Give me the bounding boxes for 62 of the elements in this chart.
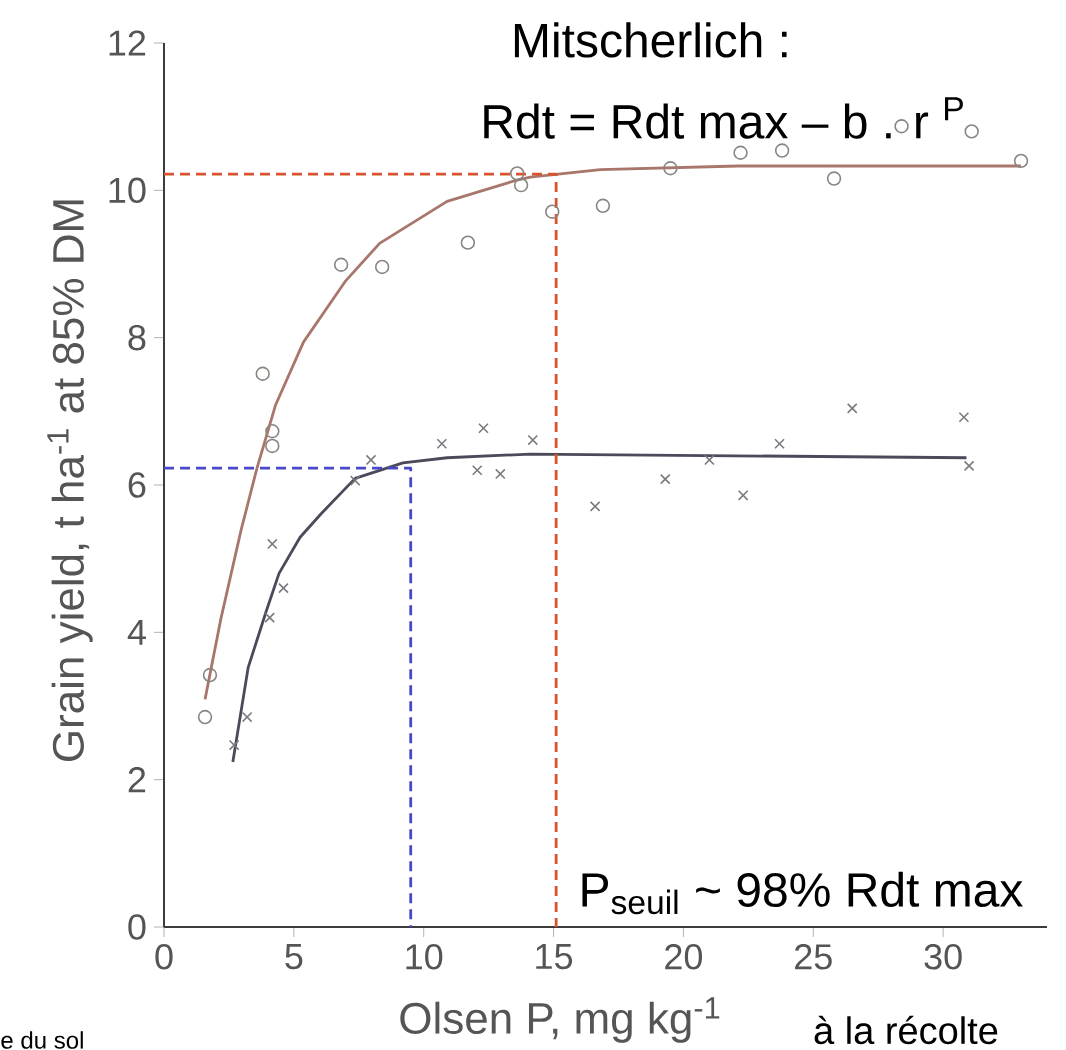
point [265, 424, 280, 439]
point [265, 438, 280, 454]
y-tick-label: 2 [128, 767, 146, 793]
point [527, 434, 539, 446]
point [333, 257, 349, 272]
y-axis-title: Grain yield, t ha$^{-1}$ at 85% DM [47, 200, 93, 761]
point [704, 454, 715, 466]
point [513, 177, 529, 193]
x-tick-label: 0 [155, 944, 173, 970]
point [846, 403, 858, 414]
x-tick-label: 20 [665, 944, 703, 970]
text: e du sol [1, 1031, 83, 1049]
point [478, 422, 489, 434]
y-tick-label: 6 [128, 472, 146, 498]
point [255, 366, 270, 381]
point [964, 124, 979, 139]
text: à la récolte [814, 1015, 998, 1045]
point [374, 259, 390, 275]
point [737, 489, 749, 501]
point [349, 475, 361, 486]
line-series [231, 452, 968, 764]
point [663, 161, 678, 176]
point [659, 473, 671, 485]
annotation: Rdt = Rdt max – b . r $^{P}$ [484, 97, 963, 139]
point [241, 711, 253, 723]
x-tick-label: 5 [285, 944, 303, 970]
point [471, 464, 483, 476]
point [958, 411, 970, 423]
y-tick-label: 10 [109, 177, 146, 204]
x-tick-label: 15 [536, 944, 573, 970]
point [278, 582, 289, 594]
x-tick-label: 30 [924, 944, 962, 970]
x-tick-label: 10 [406, 944, 443, 970]
point [826, 171, 842, 186]
x-tick-label: 25 [795, 944, 832, 970]
y-tick-label: 12 [109, 30, 146, 56]
point [774, 143, 790, 158]
point [365, 454, 377, 466]
point [589, 501, 601, 512]
point [1013, 153, 1029, 169]
point [774, 438, 785, 450]
point [228, 739, 240, 751]
point [733, 145, 748, 160]
point [495, 468, 506, 480]
y-tick-label: 4 [127, 619, 146, 645]
x-axis-title: Olsen P, mg kg$^{-1}$ [400, 997, 720, 1043]
line-series [203, 164, 1023, 701]
point [202, 667, 218, 683]
point [266, 538, 278, 550]
point [510, 166, 525, 181]
point [436, 438, 448, 450]
point [894, 119, 909, 134]
point [264, 612, 276, 623]
y-tick-label: 8 [128, 324, 146, 351]
point [197, 709, 213, 725]
y-tick-label: 0 [128, 914, 146, 940]
annotation: Mitscherlich : [514, 22, 787, 58]
point [963, 460, 975, 472]
point [460, 235, 476, 250]
annotation: P$_{seuil}$ ~ 98% Rdt max [582, 871, 1023, 915]
point [545, 204, 560, 219]
point [595, 198, 611, 213]
